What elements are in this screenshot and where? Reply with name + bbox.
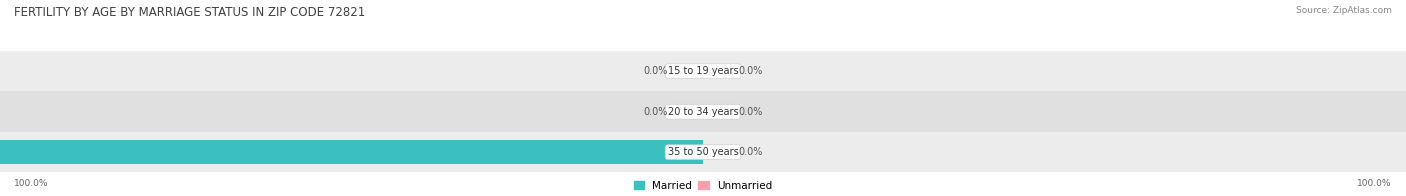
Bar — [0, 92, 1406, 132]
Legend: Married, Unmarried: Married, Unmarried — [634, 181, 772, 191]
Text: 100.0%: 100.0% — [14, 179, 49, 188]
Text: 20 to 34 years: 20 to 34 years — [668, 107, 738, 117]
Text: 100.0%: 100.0% — [1357, 179, 1392, 188]
Bar — [0, 140, 703, 164]
Text: 0.0%: 0.0% — [738, 147, 762, 157]
Bar — [0, 51, 1406, 92]
Text: 35 to 50 years: 35 to 50 years — [668, 147, 738, 157]
Text: 15 to 19 years: 15 to 19 years — [668, 66, 738, 76]
Text: 0.0%: 0.0% — [738, 107, 762, 117]
Text: 0.0%: 0.0% — [644, 66, 668, 76]
Text: FERTILITY BY AGE BY MARRIAGE STATUS IN ZIP CODE 72821: FERTILITY BY AGE BY MARRIAGE STATUS IN Z… — [14, 6, 366, 19]
Text: Source: ZipAtlas.com: Source: ZipAtlas.com — [1296, 6, 1392, 15]
Text: 0.0%: 0.0% — [738, 66, 762, 76]
Bar — [0, 132, 1406, 172]
Text: 0.0%: 0.0% — [644, 107, 668, 117]
